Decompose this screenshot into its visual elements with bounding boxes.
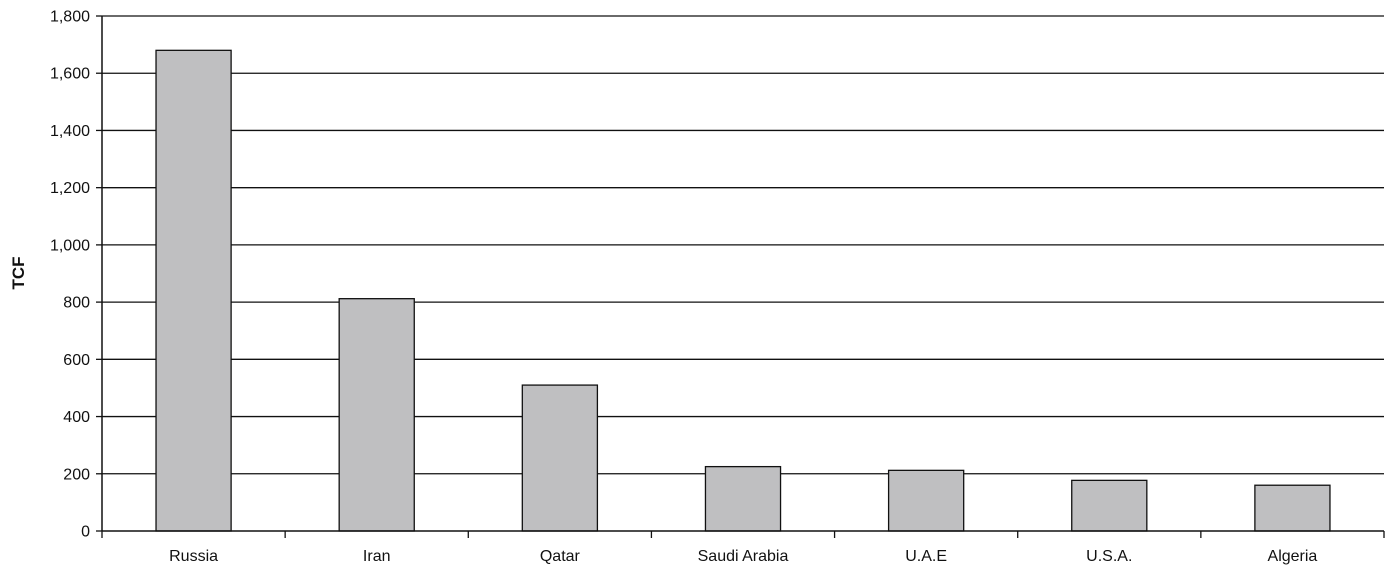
- y-tick-label-0: 0: [81, 524, 90, 541]
- x-tick-label-4: U.A.E: [905, 548, 947, 565]
- x-tick-label-6: Algeria: [1268, 548, 1318, 565]
- bar-saudi-arabia: [704, 465, 782, 532]
- axes: [96, 15, 1385, 538]
- y-tick-label-1: 200: [63, 466, 90, 483]
- x-tick-label-5: U.S.A.: [1086, 548, 1132, 565]
- y-axis-title: TCF: [9, 256, 28, 289]
- y-tick-label-7: 1,400: [50, 123, 90, 140]
- bars: [155, 49, 1331, 532]
- y-tick-labels: 0 200 400 600 800 1,000 1,200 1,400 1,600 1,800: [50, 9, 90, 541]
- x-tick-labels: Russia Iran Qatar Saudi Arabia U.A.E U.S.A. Al…: [169, 548, 1317, 565]
- bar-iran: [338, 298, 415, 532]
- x-tick-label-0: Russia: [169, 548, 218, 565]
- y-tick-label-2: 400: [63, 409, 90, 426]
- y-tick-label-5: 1,000: [50, 237, 90, 254]
- bar-u-s-a: [1071, 479, 1148, 532]
- bar-u-a-e: [887, 469, 965, 532]
- gridlines: [102, 15, 1384, 475]
- x-tick-label-2: Qatar: [540, 548, 581, 565]
- y-tick-label-6: 1,200: [50, 180, 90, 197]
- y-tick-label-8: 1,600: [50, 66, 90, 83]
- bar-algeria: [1254, 484, 1331, 532]
- y-tick-label-3: 600: [63, 352, 90, 369]
- x-tick-label-3: Saudi Arabia: [698, 548, 789, 565]
- bar-qatar: [521, 384, 599, 532]
- y-tick-label-9: 1,800: [50, 9, 90, 26]
- x-tick-label-1: Iran: [363, 548, 391, 565]
- y-tick-label-4: 800: [63, 295, 90, 312]
- bar-russia: [155, 49, 232, 532]
